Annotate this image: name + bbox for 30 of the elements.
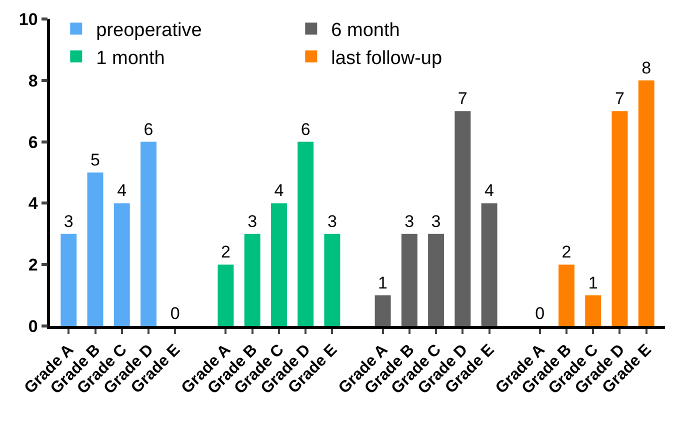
legend-label: preoperative <box>96 20 202 42</box>
data-label: 3 <box>327 212 337 231</box>
data-label: 3 <box>64 212 74 231</box>
data-label: 0 <box>170 304 180 323</box>
data-label: 8 <box>642 58 652 78</box>
data-label: 3 <box>248 212 258 231</box>
y-tick-label: 10 <box>18 10 38 29</box>
legend-label: 6 month <box>331 20 400 42</box>
y-tick-label: 8 <box>28 71 38 90</box>
y-tick-label: 2 <box>28 256 38 275</box>
data-label: 1 <box>378 273 388 292</box>
data-label: 7 <box>615 89 624 108</box>
y-tick-label: 4 <box>28 194 38 214</box>
data-label: 7 <box>458 89 468 108</box>
data-label: 2 <box>562 242 572 262</box>
data-label: 4 <box>484 181 494 200</box>
data-label: 0 <box>535 304 545 323</box>
data-label: 3 <box>404 212 414 231</box>
data-label: 2 <box>220 242 230 262</box>
legend-label: 1 month <box>96 48 165 69</box>
data-label: 6 <box>300 120 310 139</box>
data-label: 4 <box>117 181 127 200</box>
data-label: 1 <box>588 273 598 292</box>
y-tick-label: 6 <box>28 132 38 152</box>
y-tick-label: 0 <box>28 316 38 336</box>
data-label: 3 <box>431 212 441 231</box>
data-label: 6 <box>144 120 154 139</box>
data-label: 5 <box>90 150 100 170</box>
legend-label: last follow-up <box>331 48 442 69</box>
data-label: 4 <box>274 181 284 200</box>
